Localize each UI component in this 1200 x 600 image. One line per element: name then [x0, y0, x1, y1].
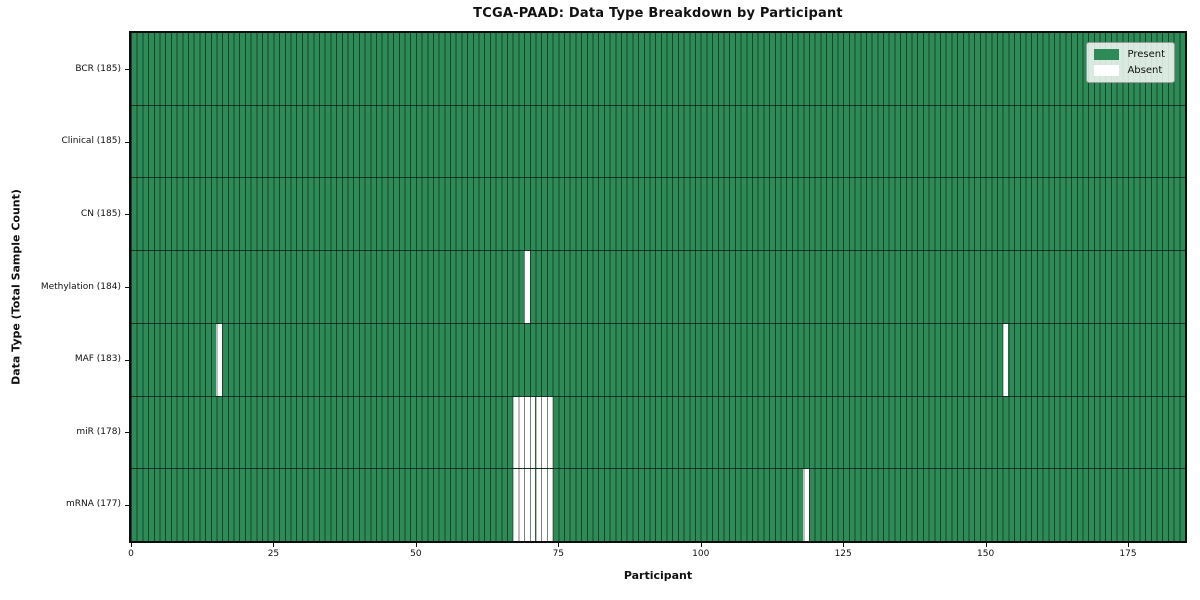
absent-cell: [546, 396, 553, 469]
heatmap-row-Methylation: [131, 250, 1185, 323]
legend-label: Absent: [1127, 65, 1163, 76]
y-tick-label-Methylation: Methylation (184): [40, 281, 121, 292]
absent-cell: [803, 469, 809, 542]
y-tick-label-CN: CN (185): [80, 208, 121, 219]
x-tick-label-25: 25: [267, 549, 280, 559]
y-tick-label-mRNA: mRNA (177): [66, 499, 121, 510]
x-tick-label-175: 175: [1119, 549, 1137, 559]
heatmap-row-miR: [131, 395, 1185, 469]
plot-area: Present Absent: [129, 31, 1187, 543]
x-tick-mark: [415, 543, 417, 547]
y-tick-label-Clinical: Clinical (185): [61, 136, 121, 147]
x-tick-mark: [700, 543, 702, 547]
y-tick-mark: [125, 504, 129, 506]
absent-cell: [524, 251, 530, 323]
y-tick-label-miR: miR (178): [76, 426, 121, 437]
legend-swatch-present: [1094, 49, 1120, 60]
legend-item-present: Present: [1094, 49, 1165, 60]
legend-label: Present: [1127, 49, 1165, 60]
x-tick-label-0: 0: [128, 549, 134, 559]
chart-title: TCGA-PAAD: Data Type Breakdown by Partic…: [473, 6, 843, 21]
x-axis-title: Participant: [623, 569, 693, 582]
legend: Present Absent: [1086, 42, 1175, 83]
y-tick-mark: [125, 432, 129, 434]
absent-cell: [216, 323, 223, 396]
y-tick-mark: [125, 287, 129, 288]
x-tick-mark: [273, 543, 275, 547]
y-tick-label-BCR: BCR (185): [75, 63, 121, 74]
x-tick-mark: [558, 543, 560, 547]
x-tick-label-50: 50: [410, 549, 422, 559]
heatmap-row-CN: [131, 177, 1185, 251]
x-tick-mark: [985, 543, 987, 547]
y-tick-mark: [125, 214, 129, 216]
x-tick-mark: [1128, 543, 1130, 547]
heatmap-row-mRNA: [131, 468, 1185, 542]
y-tick-mark: [125, 141, 129, 143]
y-axis-title: Data Type (Total Sample Count): [9, 189, 23, 385]
x-tick-label-125: 125: [834, 549, 852, 559]
legend-swatch-absent: [1094, 65, 1120, 76]
absent-cell: [1002, 323, 1009, 396]
x-tick-mark: [131, 543, 132, 547]
x-tick-label-75: 75: [552, 549, 565, 559]
y-tick-label-MAF: MAF (183): [74, 354, 121, 365]
y-tick-mark: [125, 359, 129, 361]
legend-item-absent: Absent: [1094, 65, 1165, 76]
y-tick-mark: [125, 69, 129, 71]
heatmap-rows: [131, 33, 1185, 542]
x-tick-label-150: 150: [977, 549, 995, 559]
x-tick-label-100: 100: [692, 549, 710, 559]
x-tick-mark: [843, 543, 845, 547]
heatmap-row-BCR: [131, 33, 1185, 105]
heatmap-row-Clinical: [131, 104, 1185, 178]
absent-cell: [546, 469, 553, 542]
heatmap-row-MAF: [131, 322, 1185, 396]
